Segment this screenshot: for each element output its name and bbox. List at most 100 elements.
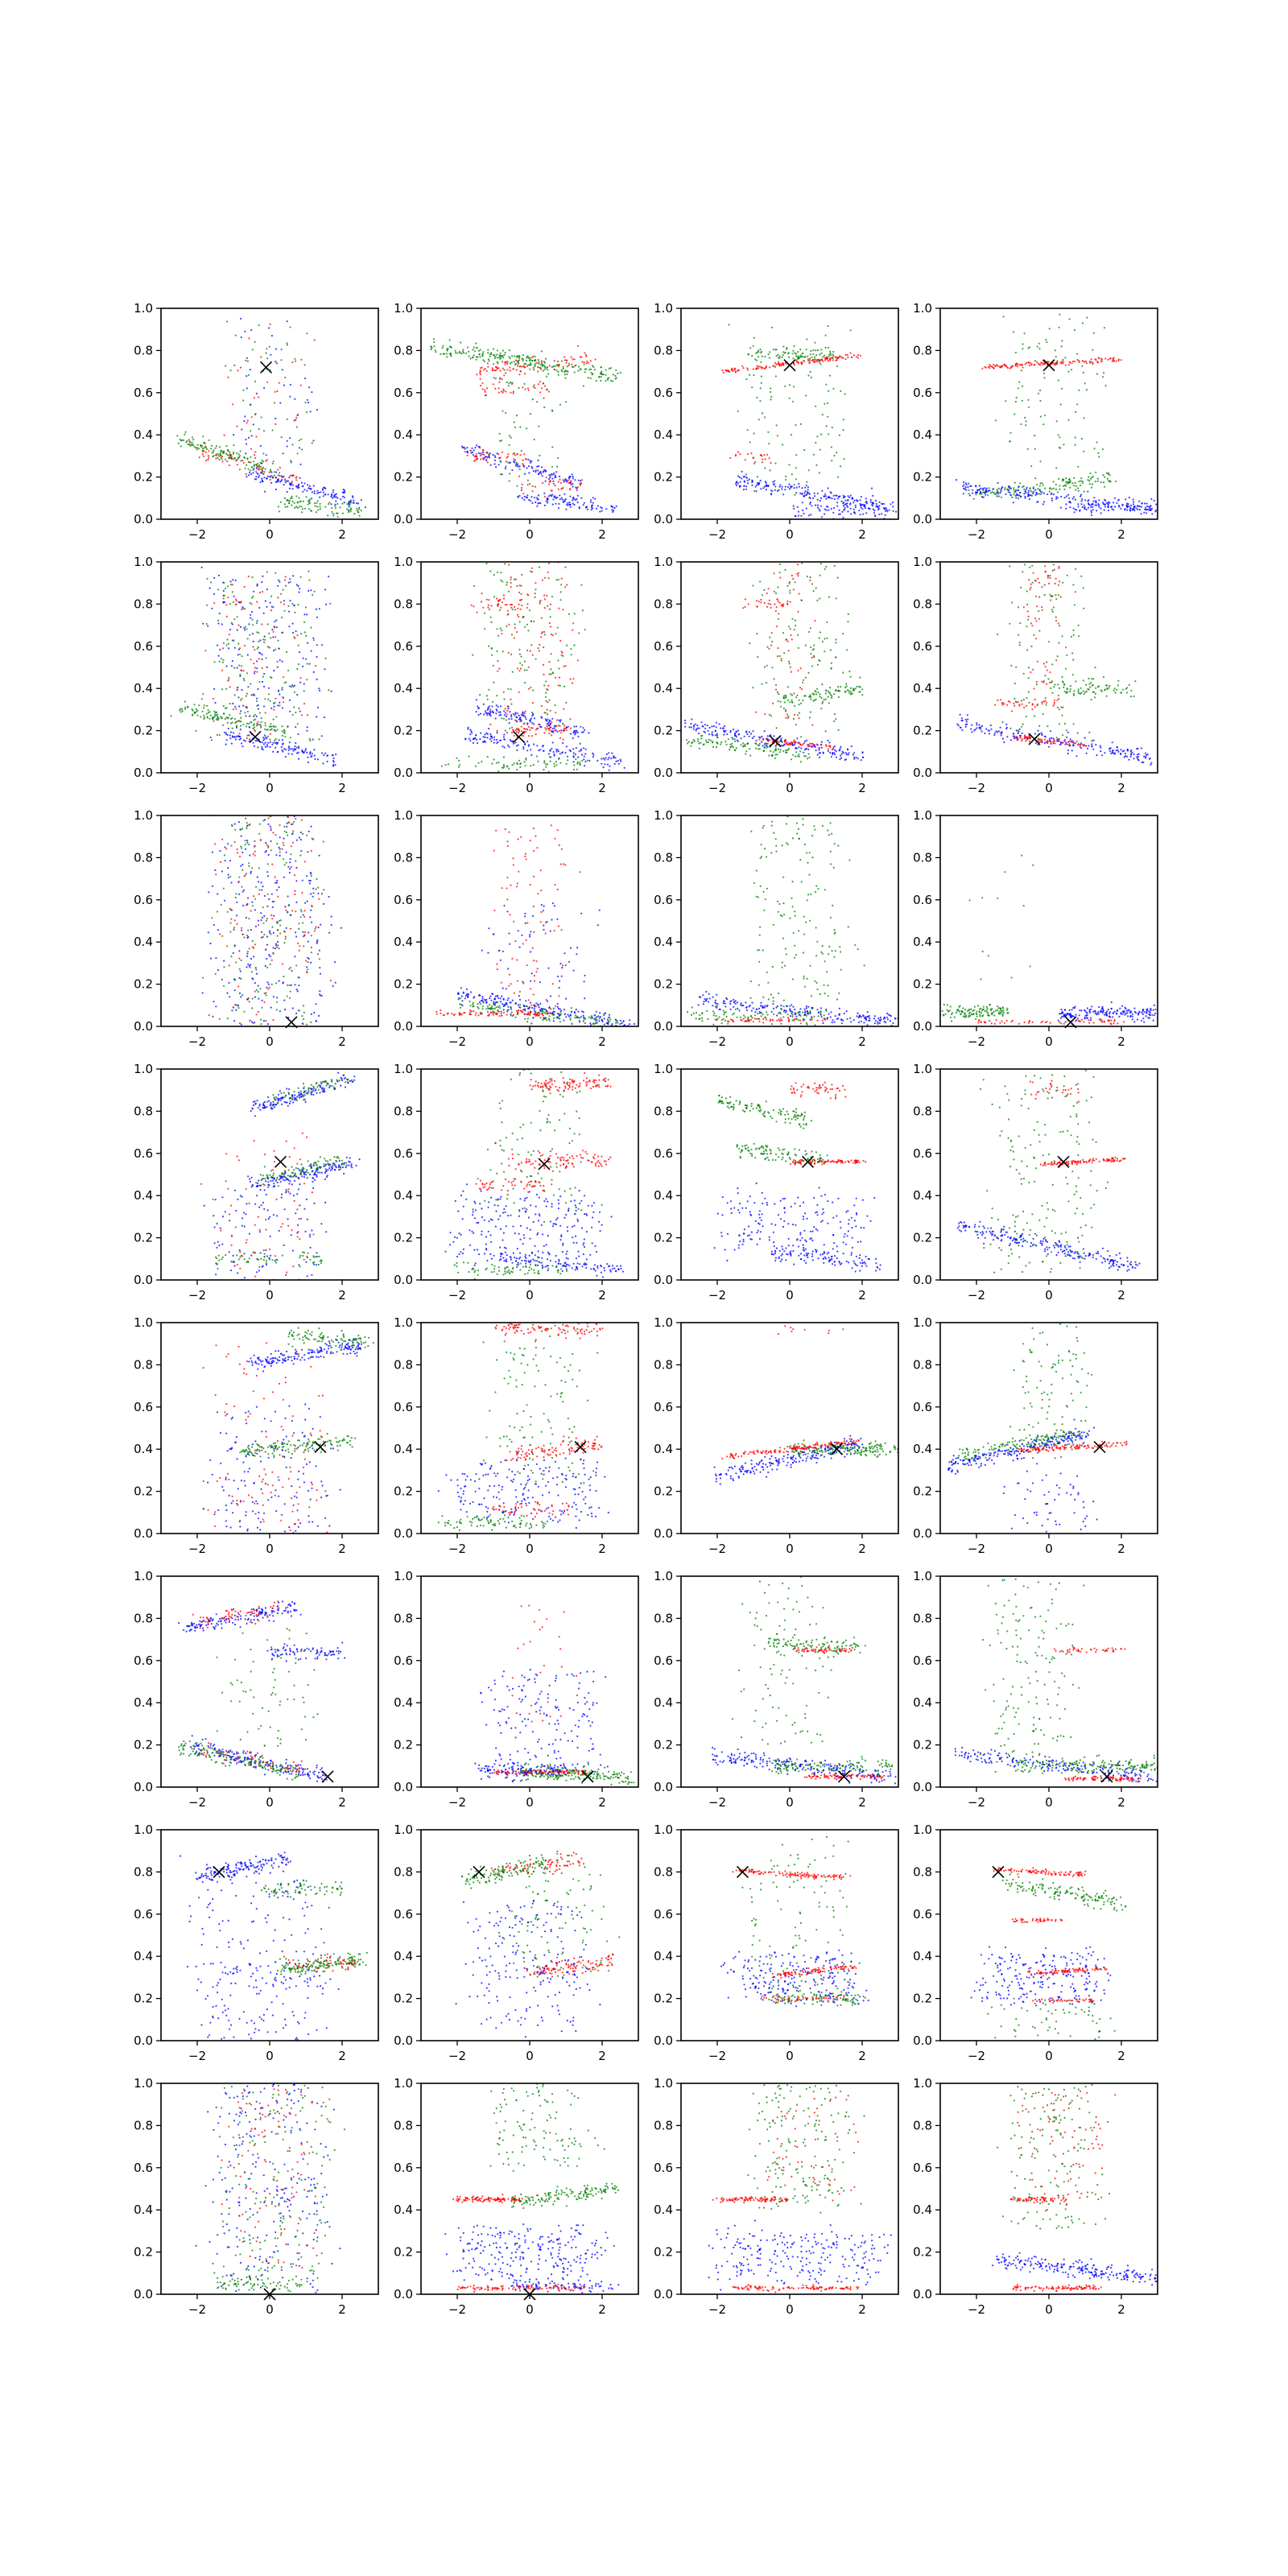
- scatter-point: [319, 496, 321, 498]
- scatter-point: [735, 482, 737, 485]
- scatter-point: [474, 765, 477, 768]
- scatter-point: [726, 733, 729, 736]
- scatter-point: [576, 731, 579, 733]
- scatter-point: [522, 746, 525, 749]
- scatter-point: [549, 709, 551, 712]
- scatter-point: [1061, 387, 1063, 390]
- scatter-point: [500, 579, 502, 582]
- scatter-point: [271, 629, 274, 631]
- scatter-point: [551, 559, 553, 561]
- scatter-point: [801, 487, 803, 489]
- scatter-point: [450, 346, 452, 349]
- scatter-point: [240, 336, 242, 339]
- scatter-point: [553, 368, 555, 370]
- scatter-point: [779, 563, 782, 566]
- scatter-point: [485, 456, 487, 458]
- scatter-point: [518, 718, 520, 720]
- scatter-point: [297, 758, 300, 760]
- scatter-point: [861, 694, 864, 696]
- scatter-point: [1145, 506, 1147, 509]
- scatter-point: [518, 691, 520, 694]
- scatter-point: [1039, 482, 1042, 485]
- scatter-point: [837, 513, 840, 515]
- scatter-point: [1032, 493, 1034, 495]
- scatter-point: [824, 346, 827, 349]
- scatter-point: [332, 491, 334, 493]
- scatter-point: [753, 336, 755, 339]
- scatter-point: [716, 734, 719, 737]
- scatter-point: [242, 739, 245, 741]
- scatter-point: [313, 590, 316, 592]
- scatter-point: [1140, 506, 1142, 508]
- scatter-point: [275, 626, 278, 629]
- scatter-point: [851, 692, 853, 695]
- scatter-point: [1033, 490, 1035, 493]
- scatter-point: [839, 495, 841, 497]
- scatter-point: [1104, 499, 1107, 502]
- scatter-point: [291, 684, 294, 687]
- scatter-point: [816, 361, 819, 363]
- scatter-point: [763, 601, 766, 605]
- scatter-point: [320, 752, 324, 754]
- scatter-point: [506, 381, 508, 384]
- scatter-point: [237, 654, 239, 656]
- scatter-point: [547, 701, 549, 704]
- scatter-point: [1035, 491, 1038, 494]
- scatter-point: [782, 364, 785, 366]
- scatter-point: [497, 711, 500, 713]
- scatter-point: [549, 474, 552, 477]
- scatter-point: [302, 490, 304, 493]
- scatter-point: [294, 745, 296, 748]
- scatter-point: [1009, 491, 1011, 493]
- scatter-point: [477, 356, 479, 358]
- scatter-point: [242, 461, 245, 464]
- scatter-point: [774, 375, 778, 378]
- scatter-point: [773, 483, 776, 485]
- scatter-point: [809, 503, 811, 506]
- scatter-point: [1111, 360, 1114, 362]
- scatter-point: [481, 366, 483, 369]
- scatter-point: [229, 454, 232, 456]
- scatter-point: [253, 464, 255, 467]
- scatter-point: [768, 754, 770, 757]
- scatter-point: [291, 474, 293, 477]
- scatter-point: [749, 441, 751, 444]
- scatter-point: [548, 661, 551, 663]
- scatter-point: [508, 444, 510, 447]
- scatter-point: [511, 671, 514, 673]
- scatter-point: [583, 363, 585, 365]
- scatter-point: [198, 704, 200, 707]
- scatter-point: [1013, 682, 1016, 685]
- scatter-point: [693, 740, 696, 742]
- scatter-point: [708, 726, 711, 729]
- scatter-point: [753, 489, 756, 493]
- scatter-point: [1104, 385, 1107, 387]
- scatter-point: [745, 488, 748, 490]
- x-marker: [512, 730, 526, 744]
- scatter-point: [522, 386, 524, 389]
- scatter-point: [525, 718, 527, 720]
- scatter-point: [1065, 507, 1067, 510]
- scatter-point: [304, 749, 307, 752]
- scatter-point: [508, 480, 510, 482]
- scatter-point: [257, 462, 259, 464]
- scatter-point: [250, 683, 252, 685]
- scatter-point: [280, 745, 283, 749]
- scatter-point: [820, 746, 823, 749]
- scatter-point: [612, 506, 614, 509]
- scatter-point: [256, 722, 258, 725]
- scatter-point: [1133, 507, 1135, 510]
- scatter-point: [1108, 480, 1110, 482]
- scatter-point: [500, 713, 502, 716]
- scatter-point: [508, 564, 510, 566]
- scatter-point: [821, 700, 824, 704]
- scatter-point: [572, 475, 574, 478]
- scatter-point: [828, 360, 830, 362]
- scatter-point: [482, 453, 485, 456]
- scatter-point: [260, 724, 262, 727]
- scatter-point: [587, 361, 589, 364]
- scatter-point: [251, 597, 254, 599]
- scatter-point: [583, 361, 585, 364]
- scatter-point: [308, 502, 311, 504]
- scatter-point: [1101, 376, 1104, 378]
